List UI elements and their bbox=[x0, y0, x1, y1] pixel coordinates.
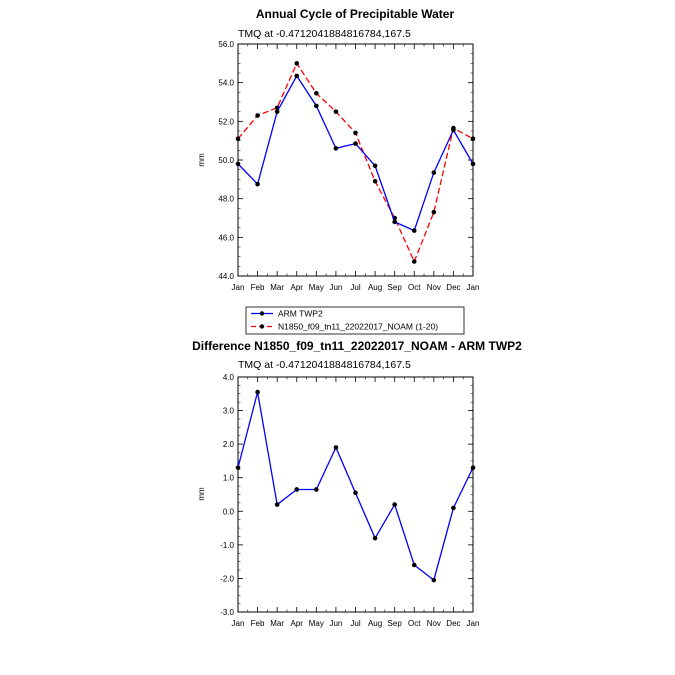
bottom-series-1-point bbox=[255, 389, 260, 395]
bottom-ytick-label: -2.0 bbox=[220, 574, 234, 583]
top-series-1-line bbox=[237, 74, 474, 232]
bottom-ytick-label: 1.0 bbox=[223, 474, 235, 483]
top-series-2-point bbox=[411, 259, 417, 264]
top-xtick-label: Jul bbox=[350, 283, 360, 292]
bottom-series-1-point bbox=[470, 465, 476, 470]
bottom-series-1-point bbox=[235, 465, 241, 470]
top-xtick-label: Apr bbox=[291, 283, 304, 292]
bottom-chart-title: Difference N1850_f09_tn11_22022017_NOAM … bbox=[192, 339, 522, 353]
bottom-xtick-label: May bbox=[309, 619, 324, 628]
top-ytick-label: 56.0 bbox=[218, 40, 234, 49]
bottom-xtick-label: Jan bbox=[467, 619, 480, 628]
top-series-2-point bbox=[294, 61, 300, 66]
bottom-ytick-label: -3.0 bbox=[220, 608, 234, 617]
bottom-series-1-point bbox=[451, 505, 456, 511]
top-xtick-label: Aug bbox=[368, 283, 382, 292]
bottom-xtick-label: Aug bbox=[368, 619, 382, 628]
bottom-xtick-label: Dec bbox=[446, 619, 460, 628]
top-plot-area: Jan Feb Mar Apr May Jun Jul Aug Sep Oct Nov Dec Jan 4… bbox=[218, 40, 479, 292]
bottom-series-1-point bbox=[411, 562, 417, 568]
bottom-chart-subtitle: TMQ at -0.4712041884816784,167.5 bbox=[238, 359, 411, 371]
bottom-xtick-label: Oct bbox=[408, 619, 421, 628]
top-series-1-point bbox=[255, 181, 260, 187]
top-series-2-point bbox=[255, 113, 260, 118]
legend-label-series-1: ARM TWP2 bbox=[278, 309, 323, 319]
bottom-ytick-label: 4.0 bbox=[223, 373, 235, 382]
top-xtick-label: Dec bbox=[446, 283, 460, 292]
top-series-1-point bbox=[333, 146, 339, 151]
top-xtick-label: Sep bbox=[388, 283, 403, 292]
bottom-series-1-point bbox=[294, 487, 300, 492]
top-xtick-label: Jun bbox=[329, 283, 342, 292]
top-xtick-label: Jan bbox=[467, 283, 480, 292]
top-series-1-point bbox=[314, 103, 319, 109]
top-series-2-point bbox=[470, 136, 476, 142]
bottom-series-1-line bbox=[237, 391, 474, 582]
top-ytick-label: 46.0 bbox=[218, 233, 234, 242]
top-xtick-label: Feb bbox=[251, 283, 265, 292]
bottom-xtick-label: Jan bbox=[232, 619, 245, 628]
top-series-1-point bbox=[451, 127, 456, 133]
top-series-2-point bbox=[353, 130, 358, 136]
bottom-xtick-label: Jun bbox=[329, 619, 342, 628]
top-series-1-point bbox=[470, 161, 476, 167]
bottom-series-1-point bbox=[392, 502, 397, 507]
top-ytick-label: 48.0 bbox=[218, 195, 234, 204]
top-series-1-point bbox=[372, 163, 378, 169]
top-chart-title: Annual Cycle of Precipitable Water bbox=[256, 7, 455, 21]
top-chart-ylabel: mm bbox=[197, 153, 206, 167]
bottom-ytick-label: 3.0 bbox=[223, 407, 235, 416]
bottom-series-1-point bbox=[372, 535, 378, 541]
top-series-1-point bbox=[392, 219, 397, 225]
top-series-1-point bbox=[274, 109, 280, 114]
bottom-series-1-point bbox=[431, 577, 437, 583]
bottom-xtick-label: Jul bbox=[350, 619, 360, 628]
top-series-2-point bbox=[431, 209, 437, 215]
bottom-series-1-point bbox=[274, 502, 280, 507]
bottom-xtick-label: Sep bbox=[388, 619, 403, 628]
legend: ARM TWP2 N1850_f09_tn11_22022017_NOAM (1… bbox=[245, 306, 465, 335]
bottom-series-1-point bbox=[333, 445, 339, 450]
bottom-chart-ylabel: mm bbox=[197, 487, 206, 501]
bottom-xtick-label: Apr bbox=[291, 619, 304, 628]
top-series-1-point bbox=[353, 141, 358, 146]
top-xtick-label: Mar bbox=[270, 283, 284, 292]
top-series-2-point bbox=[333, 109, 339, 114]
bottom-ytick-label: 2.0 bbox=[223, 440, 235, 449]
top-chart-subtitle: TMQ at -0.4712041884816784,167.5 bbox=[238, 28, 411, 40]
top-ytick-label: 52.0 bbox=[218, 117, 234, 126]
top-xtick-label: Nov bbox=[427, 283, 441, 292]
legend-marker-series-2 bbox=[259, 324, 265, 329]
bottom-series-1-point bbox=[314, 487, 319, 492]
bottom-ytick-label: 0.0 bbox=[223, 507, 235, 516]
legend-label-series-2: N1850_f09_tn11_22022017_NOAM (1-20) bbox=[278, 322, 438, 332]
top-series-2-point bbox=[235, 136, 241, 142]
top-xtick-label: Jan bbox=[232, 283, 245, 292]
top-series-2-point bbox=[314, 91, 319, 96]
top-series-1-point bbox=[235, 161, 241, 167]
bottom-xtick-label: Mar bbox=[270, 619, 284, 628]
top-ytick-label: 44.0 bbox=[218, 272, 234, 281]
top-series-2-point bbox=[372, 178, 378, 184]
top-xtick-label: Oct bbox=[408, 283, 421, 292]
top-series-2-line bbox=[237, 61, 474, 264]
top-series-1-point bbox=[411, 228, 417, 233]
top-ytick-label: 54.0 bbox=[218, 79, 234, 88]
bottom-xtick-label: Feb bbox=[251, 619, 265, 628]
bottom-ytick-label: -1.0 bbox=[220, 541, 234, 550]
legend-marker-series-1 bbox=[259, 311, 265, 316]
top-xtick-label: May bbox=[309, 283, 324, 292]
top-ytick-label: 50.0 bbox=[218, 156, 234, 165]
top-series-1-point bbox=[294, 73, 300, 79]
bottom-series-1-point bbox=[353, 490, 358, 496]
top-series-1-point bbox=[431, 170, 437, 175]
legend-box bbox=[245, 306, 465, 335]
bottom-xtick-label: Nov bbox=[427, 619, 441, 628]
bottom-plot-area: Jan Feb Mar Apr May Jun Jul Aug Sep Oct Nov Dec Jan -… bbox=[220, 373, 479, 628]
top-frame bbox=[237, 43, 474, 277]
